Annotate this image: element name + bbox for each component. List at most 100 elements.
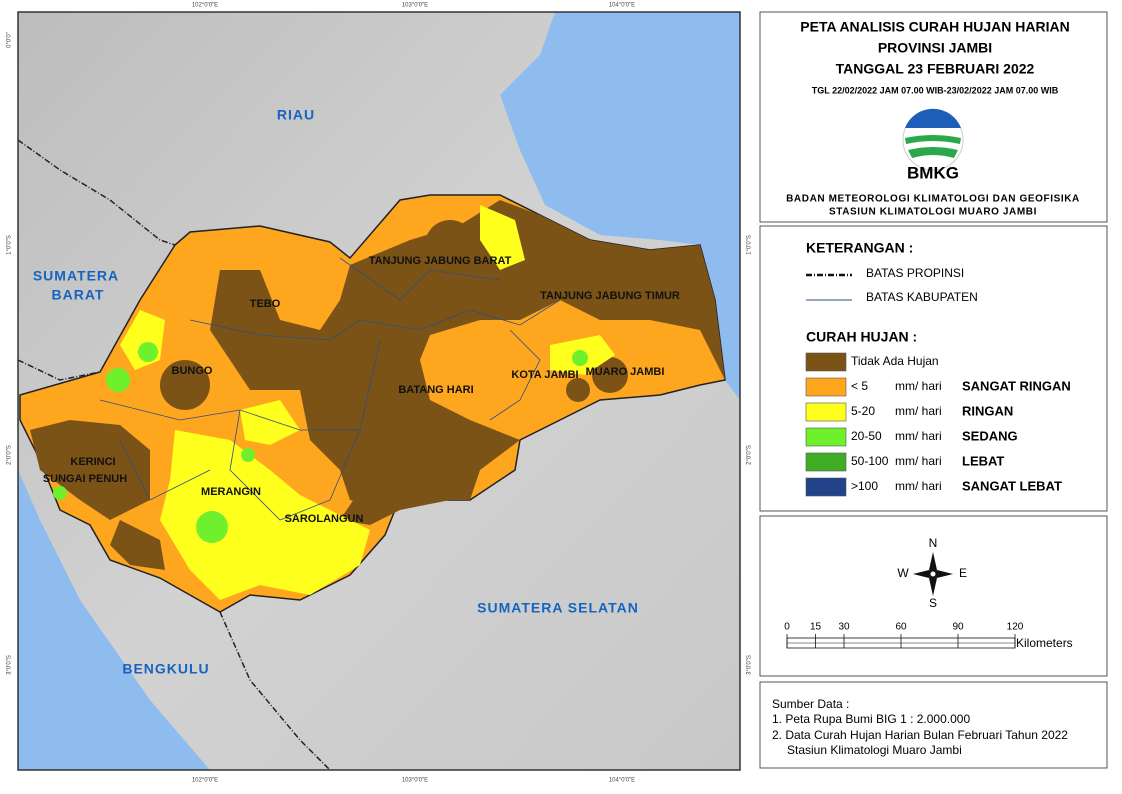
no-rain-areas [425,220,475,270]
scale-bar: 0 15 30 60 90 120 Kilometers [784,622,1072,651]
region-label: BENGKULU [122,661,209,677]
light-rain-area [240,400,300,445]
moderate-rain-area [138,342,158,362]
lon-tick: 104°0'0"E [609,778,635,784]
rain-classes: Tidak Ada Hujan < 5 mm/ hari SANGAT RINGAN 5… [805,352,1071,497]
compass-s: S [929,596,937,610]
legend-label: BATAS PROPINSI [866,266,964,280]
source-heading: Sumber Data : [772,697,849,711]
legend-heading: KETERANGAN : [806,240,913,256]
legend-category: SEDANG [962,428,1018,443]
region-label: BARAT [52,287,105,303]
province-boundaries [18,139,331,770]
province-boundary [18,359,101,381]
legend-range: Tidak Ada Hujan [851,354,939,368]
no-rain-area [340,470,450,525]
no-rain-area [210,200,725,510]
legend-swatch [805,402,847,422]
district-label: MERANGIN [201,486,261,498]
legend-unit: mm/ hari [895,454,942,468]
no-rain-area [30,420,150,520]
compass-panel [759,515,1108,677]
light-rain-area [480,205,525,270]
source-item: 2. Data Curah Hujan Harian Bulan Februar… [772,728,1068,742]
scale-label: 30 [838,622,850,633]
legend-heading: CURAH HUJAN : [806,329,917,345]
district-label: KOTA JAMBI [511,369,578,381]
region-label: SUMATERA SELATAN [477,600,639,616]
moderate-rain-area [106,368,130,392]
source-panel [759,681,1108,769]
lat-tick: 3°0'0"S [7,655,13,675]
map-area: RIAU SUMATERA BARAT SUMATERA SELATAN BEN… [18,12,740,770]
regency-boundary [99,339,381,431]
scale-label: 120 [1007,622,1024,633]
lon-tick: 104°0'0"E [609,3,635,9]
district-label: SAROLANGUN [285,513,364,525]
legend-swatch [805,427,847,447]
district-label: BUNGO [172,365,213,377]
legend-range: 5-20 [851,404,875,418]
region-label: SUMATERA [33,268,119,284]
regency-boundaries [99,257,561,521]
lat-tick: 2°0'0"S [747,445,753,465]
source-item: Stasiun Klimatologi Muaro Jambi [787,743,962,757]
no-rain-area [425,220,475,270]
moderate-rain-area [241,448,255,462]
sea [500,12,740,400]
bmkg-logo: BMKG [902,108,964,182]
legend-range: >100 [851,479,878,493]
moderate-rain-areas [53,342,588,543]
lon-tick: 102°0'0"E [192,778,218,784]
sea [18,470,210,770]
scale-label: 0 [784,622,790,633]
legend-unit: mm/ hari [895,479,942,493]
no-rain-area [160,360,210,410]
district-label: TANJUNG JABUNG TIMUR [540,290,680,302]
light-rain-area [160,430,370,600]
lon-tick: 102°0'0"E [192,3,218,9]
legend-range: 50-100 [851,454,889,468]
regency-boundary [489,329,541,421]
legend-range: 20-50 [851,429,882,443]
scale-label: 60 [895,622,907,633]
moderate-rain-area [572,350,588,366]
district-label: TANJUNG JABUNG BARAT [369,255,512,267]
lat-tick: 1°0'0"S [747,235,753,255]
regency-boundary [229,409,361,521]
legend-swatch [805,452,847,472]
legend-label: BATAS KABUPATEN [866,290,978,304]
legend-category: SANGAT LEBAT [962,478,1062,493]
legend-category: SANGAT RINGAN [962,378,1071,393]
scale-unit: Kilometers [1016,636,1073,650]
legend-unit: mm/ hari [895,429,942,443]
district-label: MUARO JAMBI [586,366,665,378]
lat-tick: 3°0'0"S [747,655,753,675]
legend-category: RINGAN [962,403,1013,418]
district-label: BATANG HARI [398,384,473,396]
legend-unit: mm/ hari [895,379,942,393]
legend-swatch [805,352,847,372]
province-boundary [18,139,176,246]
title-line: PETA ANALISIS CURAH HUJAN HARIAN [800,19,1069,35]
no-rain-area [110,520,165,570]
regency-boundary [189,299,561,341]
compass-e: E [959,566,967,580]
title-line: TANGGAL 23 FEBRUARI 2022 [836,61,1035,77]
compass-n: N [929,536,938,550]
legend-swatch [805,477,847,497]
lat-tick: 2°0'0"S [7,445,13,465]
scale-label: 15 [810,622,822,633]
lat-tick: 0°0'0" [7,32,13,48]
compass-rose [913,552,953,596]
moderate-rain-area [53,486,67,500]
no-rain-area [592,357,628,393]
district-label: KERINCI [70,456,115,468]
lat-tick: 1°0'0"S [7,235,13,255]
regency-boundary [119,439,211,501]
compass-w: W [897,566,909,580]
legend-category: LEBAT [962,453,1004,468]
legend-swatch [805,377,847,397]
logo-text: BMKG [907,163,959,182]
